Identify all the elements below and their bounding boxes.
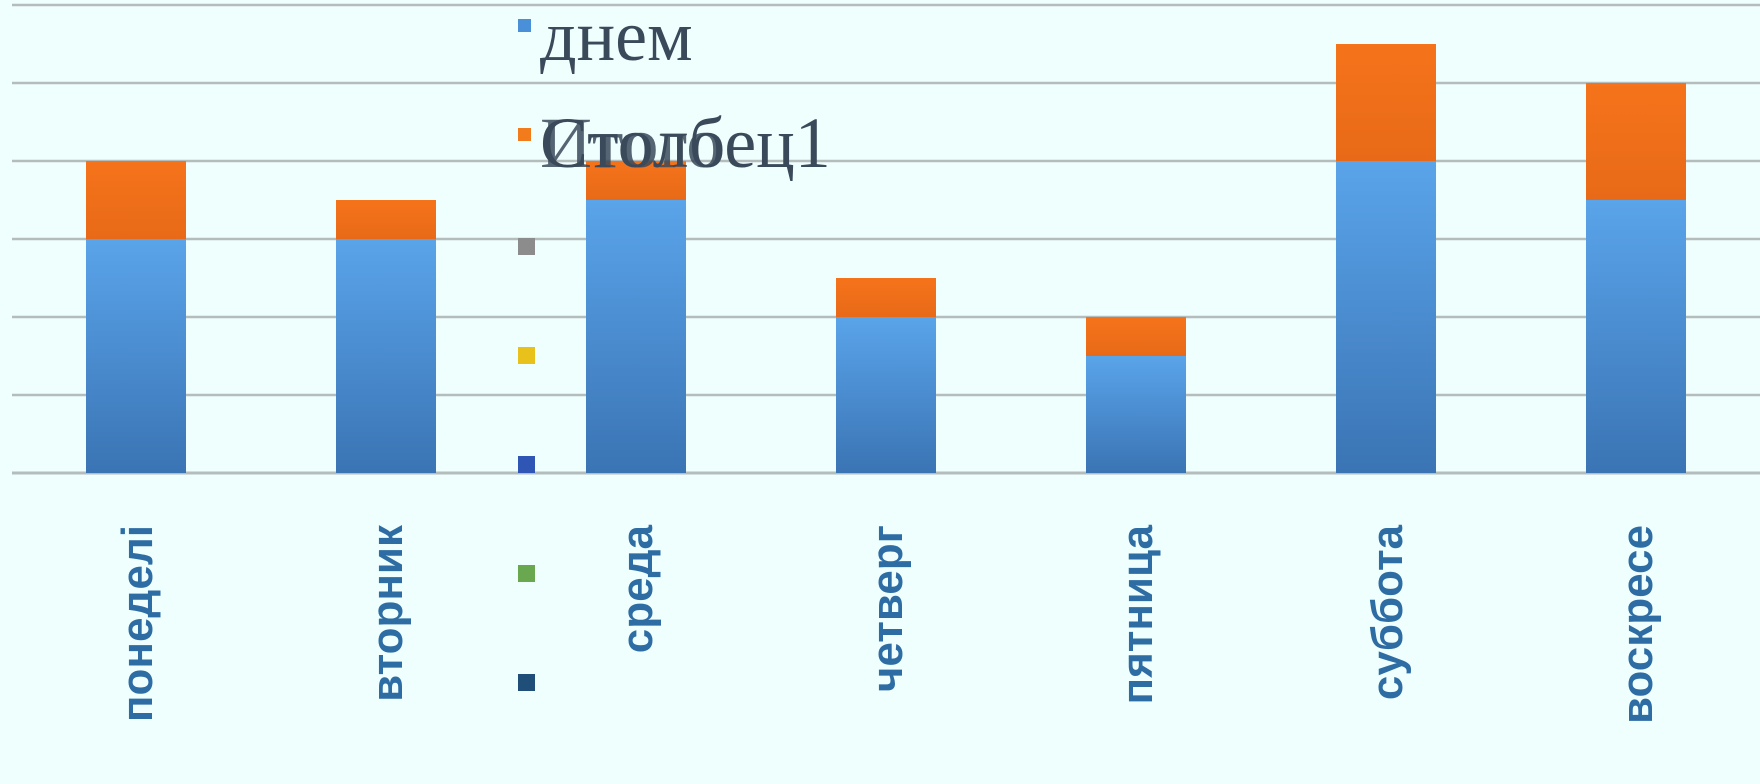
- category-label: суббота: [1363, 524, 1412, 700]
- bar-segment-dnem-5: [1086, 356, 1186, 473]
- bar-segment-dnem-7: [1586, 200, 1686, 473]
- legend-swatch-extra: [518, 674, 535, 691]
- gridlines: [12, 3, 1760, 475]
- bar-segment-dnem-6: [1336, 161, 1436, 473]
- category-label: четверг: [863, 525, 912, 692]
- bar-segment-stolbec1-7: [1586, 83, 1686, 200]
- category-axis-labels: понеделі вторник среда четверг пятница суббот…: [113, 524, 1662, 724]
- bar-segment-stolbec1-6: [1336, 44, 1436, 161]
- legend-label-stolbec1: Столбец1: [540, 103, 831, 183]
- legend-swatch-extra: [518, 347, 535, 364]
- legend-swatch-extra: [518, 565, 535, 582]
- bar-segment-dnem-2: [336, 239, 436, 473]
- category-label: вторник: [363, 524, 412, 702]
- bar-segment-stolbec1-4: [836, 278, 936, 317]
- category-label: понеделі: [113, 525, 162, 722]
- legend-swatch-extra: [518, 238, 535, 255]
- legend-label-dnem: днем: [540, 0, 693, 76]
- category-label: среда: [613, 524, 662, 653]
- bar-segment-stolbec1-1: [86, 161, 186, 239]
- bar-segment-dnem-3: [586, 200, 686, 473]
- legend-label-itogo: Итого: [540, 103, 722, 183]
- category-label: пятница: [1113, 524, 1162, 704]
- bars: [86, 44, 1686, 473]
- bar-segment-stolbec1-2: [336, 200, 436, 239]
- bar-segment-stolbec1-3: [586, 161, 686, 200]
- bar-segment-stolbec1-5: [1086, 317, 1186, 356]
- bar-segment-dnem-1: [86, 239, 186, 473]
- legend-swatch-dnem: [518, 19, 531, 32]
- category-label: воскресе: [1613, 525, 1662, 724]
- bar-segment-dnem-4: [836, 317, 936, 473]
- legend-swatch-extra: [518, 456, 535, 473]
- legend-swatch-stolbec1: [518, 128, 531, 141]
